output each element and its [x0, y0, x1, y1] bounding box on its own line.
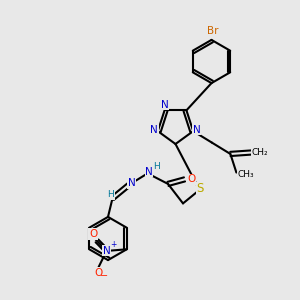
Text: +: +: [110, 240, 117, 249]
Text: N: N: [161, 100, 168, 110]
Text: −: −: [100, 271, 108, 281]
Text: N: N: [193, 124, 201, 135]
Text: H: H: [153, 162, 159, 171]
Text: N: N: [150, 124, 158, 135]
Text: O: O: [89, 229, 97, 239]
Text: O: O: [94, 268, 103, 278]
Text: CH₃: CH₃: [238, 170, 254, 179]
Text: CH₂: CH₂: [252, 148, 268, 157]
Text: N: N: [103, 246, 110, 256]
Text: S: S: [196, 182, 204, 195]
Text: H: H: [108, 190, 114, 199]
Text: Br: Br: [207, 26, 219, 37]
Text: N: N: [128, 178, 135, 188]
Text: O: O: [187, 174, 195, 184]
Text: N: N: [145, 167, 153, 177]
